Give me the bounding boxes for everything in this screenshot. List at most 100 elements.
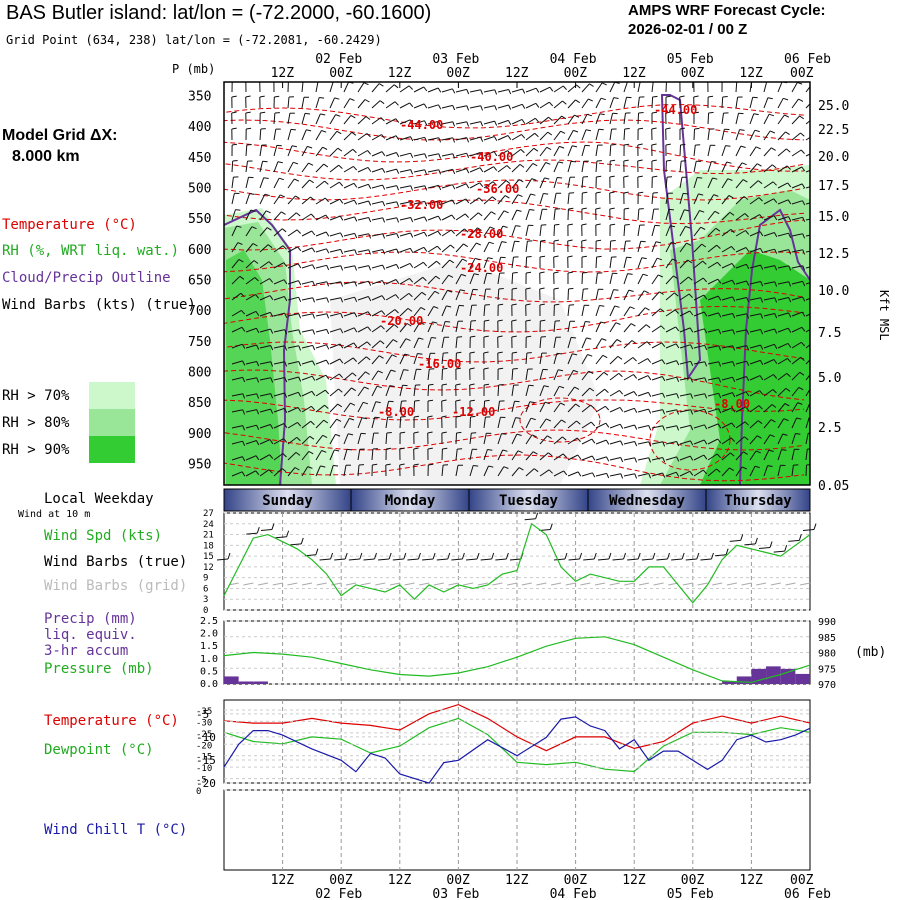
wind-barb: [301, 82, 304, 93]
wind-barb: [343, 449, 348, 461]
wind-barb: [721, 279, 733, 285]
wind-barb: [399, 85, 410, 93]
wind-barb: [315, 404, 325, 413]
wind-barb: [357, 265, 369, 269]
wind-barb: [749, 247, 761, 253]
wind-barb: [441, 104, 453, 109]
true-wind-barb: [700, 558, 712, 561]
wind-barb-flag: [760, 297, 764, 303]
weekday-label-sunday: Sunday: [262, 493, 313, 509]
true-wind-barb: [216, 558, 229, 561]
wind-barb-flag: [610, 223, 616, 226]
wind-barb-flag: [577, 471, 582, 477]
wind-barb-flag: [377, 370, 383, 374]
wind-barb-flag: [533, 468, 539, 473]
wind-barb-flag: [605, 422, 610, 428]
wind-barb-flag: [787, 358, 792, 363]
wind-barb: [329, 328, 341, 333]
wind-barb: [427, 245, 438, 253]
wind-barb: [763, 465, 769, 477]
wind-barb-flag: [417, 353, 423, 355]
wind-barb-flag: [712, 177, 718, 180]
wind-barb: [539, 435, 548, 445]
wind-barb: [777, 465, 781, 477]
wind-barb: [777, 131, 786, 141]
contour-label-minus8-right: -8.00: [714, 397, 750, 411]
wind-barb: [301, 179, 310, 189]
rh-legend: RH (%, WRT liq. wat.): [2, 243, 180, 259]
true-wind-barb-flag: [300, 537, 304, 545]
wind-barb: [301, 360, 313, 365]
wind-barb-flag: [717, 423, 722, 429]
wind-barb: [511, 272, 514, 285]
wind-barb: [413, 400, 416, 413]
wind-barb-flag: [801, 327, 806, 332]
wind-barb: [777, 449, 782, 461]
wind-barb: [469, 136, 481, 141]
wind-barb: [707, 227, 717, 237]
wind-barb-flag: [269, 312, 274, 318]
wind-barb: [637, 97, 640, 109]
wind-barb-flag: [601, 82, 607, 86]
wind-barb-flag: [732, 345, 736, 351]
wind-barb-flag: [256, 393, 260, 399]
wind-barb: [371, 249, 383, 253]
wind-barb: [413, 200, 425, 205]
wind-barb: [735, 297, 747, 301]
grid-wind-barb: [653, 582, 664, 586]
weekday-label-wednesday: Wednesday: [609, 493, 685, 509]
wind-barb-flag: [562, 453, 567, 458]
wind-barb: [497, 449, 504, 461]
wind-barb: [763, 130, 771, 141]
wind-barb: [539, 146, 548, 157]
bottom-hour-label-8: 12Z: [739, 873, 763, 888]
wind-barb-flag: [421, 291, 427, 296]
wind-barb-flag: [634, 424, 638, 430]
wind-barb-flag: [410, 185, 414, 191]
wind-barb: [609, 82, 616, 93]
wind-barb: [665, 209, 670, 221]
wind-barb-flag: [576, 437, 581, 443]
wind-barb: [315, 248, 327, 253]
wind-barb: [609, 473, 621, 477]
wind-barb-flag: [436, 245, 442, 251]
wind-barb-flag: [240, 292, 245, 298]
top-hour-label-5: 00Z: [564, 66, 588, 81]
wind-barb: [441, 337, 445, 349]
contour-label-minus8-left: -8.00: [378, 405, 414, 419]
wind-barb: [777, 114, 785, 125]
wind-barb: [427, 384, 430, 397]
wind-barb: [385, 152, 397, 157]
precip-tick-5: 2.5: [200, 616, 218, 627]
wind-barb: [357, 280, 369, 285]
wind-barb-flag: [423, 231, 428, 237]
wind-barb-flag: [788, 297, 792, 303]
wind-barb: [455, 228, 465, 237]
wind-barb-flag: [380, 325, 385, 330]
wind-barb: [413, 103, 425, 109]
wind-barb-flag: [768, 449, 774, 452]
wind-barb: [707, 438, 719, 445]
wind-barb: [791, 449, 795, 461]
grid-wind-barb: [433, 582, 444, 586]
true-wind-barb: [246, 532, 258, 535]
wind-barb-flag: [452, 121, 456, 127]
wind-barb-flag: [634, 473, 638, 479]
wind-barb: [455, 305, 460, 317]
wind-barb-flag: [386, 432, 392, 434]
wind-barb-flag: [295, 212, 301, 217]
bottom-hour-label-4: 12Z: [505, 873, 529, 888]
wind-barb: [539, 162, 547, 173]
grid-wind-barb: [375, 582, 386, 586]
wind-barb: [525, 132, 536, 141]
wind-barb-flag: [484, 399, 490, 402]
wind-barb: [805, 344, 810, 349]
wind-barb-flag: [455, 415, 461, 418]
wind-barb: [777, 249, 789, 253]
wind-barb: [777, 182, 788, 189]
wind-barb: [707, 244, 718, 253]
wind-barb: [371, 448, 374, 461]
wind-barb: [357, 116, 367, 125]
wind-barb-flag: [441, 415, 447, 418]
wind-barb: [301, 390, 313, 397]
